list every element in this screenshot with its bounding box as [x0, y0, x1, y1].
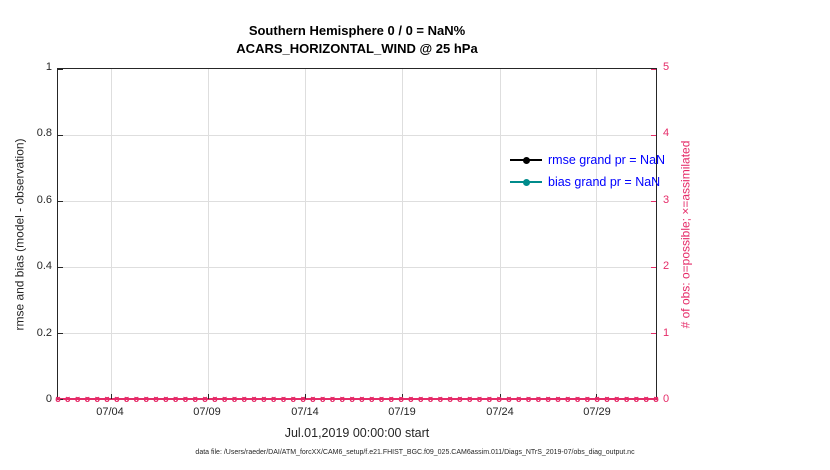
obs-count-baseline — [58, 398, 656, 400]
x-axis-tick-mark — [596, 394, 598, 399]
gridline-vertical — [499, 69, 501, 399]
x-tick-0709: 07/09 — [193, 406, 221, 418]
x-tick-0714: 07/14 — [291, 406, 319, 418]
right-tick-0: 0 — [663, 393, 670, 405]
legend: rmse grand pr = NaN bias grand pr = NaN — [510, 149, 665, 193]
left-axis-tick-mark — [58, 399, 63, 400]
left-axis-tick-mark — [58, 201, 63, 202]
right-axis-label: # of obs: o=possible; ×=assimilated — [678, 140, 693, 329]
left-axis-tick-mark — [58, 267, 63, 268]
x-tick-0704: 07/04 — [96, 406, 124, 418]
legend-label-rmse: rmse grand pr = NaN — [548, 153, 666, 167]
gridline-horizontal — [58, 201, 656, 202]
right-tick-2: 2 — [663, 260, 670, 272]
left-tick-0-6: 0.6 — [36, 194, 52, 206]
right-axis-tick-mark — [651, 333, 656, 334]
right-axis-tick-mark — [651, 135, 656, 136]
gridline-vertical — [305, 69, 307, 399]
left-tick-0-8: 0.8 — [36, 127, 52, 139]
left-tick-1: 1 — [45, 61, 52, 73]
left-tick-0: 0 — [45, 393, 52, 405]
rmse-line-marker-icon — [510, 155, 542, 165]
right-axis-tick-mark — [651, 69, 656, 70]
left-axis-tick-mark — [58, 135, 63, 136]
gridline-vertical — [401, 69, 403, 399]
data-file-caption: data file: /Users/raeder/DAI/ATM_forcXX/… — [195, 449, 635, 456]
x-tick-0724: 07/24 — [486, 406, 514, 418]
gridline-vertical — [207, 69, 209, 399]
legend-entry-rmse: rmse grand pr = NaN — [510, 149, 665, 171]
left-tick-0-2: 0.2 — [36, 327, 52, 339]
right-tick-4: 4 — [663, 127, 670, 139]
right-tick-1: 1 — [663, 327, 670, 339]
x-axis-tick-mark — [110, 394, 112, 399]
left-axis-label: rmse and bias (model - observation) — [12, 138, 27, 331]
right-axis-tick-mark — [651, 201, 656, 202]
gridline-horizontal — [58, 333, 656, 334]
right-tick-5: 5 — [663, 61, 670, 73]
chart-subtitle: ACARS_HORIZONTAL_WIND @ 25 hPa — [236, 41, 478, 56]
right-tick-3: 3 — [663, 194, 670, 206]
x-axis-label: Jul.01,2019 00:00:00 start — [284, 426, 430, 440]
chart-title-block: Southern Hemisphere 0 / 0 = NaN% ACARS_H… — [57, 22, 657, 58]
chart-title: Southern Hemisphere 0 / 0 = NaN% — [248, 23, 466, 38]
left-axis-tick-mark — [58, 333, 63, 334]
right-axis-tick-mark — [651, 399, 656, 400]
x-axis-tick-mark — [401, 394, 403, 399]
gridline-horizontal — [58, 135, 656, 136]
x-tick-0729: 07/29 — [583, 406, 611, 418]
x-axis-tick-mark — [207, 394, 209, 399]
gridline-vertical — [110, 69, 112, 399]
legend-label-bias: bias grand pr = NaN — [548, 175, 661, 189]
bias-line-marker-icon — [510, 177, 542, 187]
x-axis-tick-mark — [305, 394, 307, 399]
right-axis-tick-mark — [651, 267, 656, 268]
gridline-vertical — [596, 69, 598, 399]
x-axis-tick-mark — [499, 394, 501, 399]
legend-entry-bias: bias grand pr = NaN — [510, 171, 665, 193]
gridline-horizontal — [58, 267, 656, 268]
left-axis-tick-mark — [58, 69, 63, 70]
x-tick-0719: 07/19 — [388, 406, 416, 418]
plot-area: rmse grand pr = NaN bias grand pr = NaN … — [55, 68, 665, 404]
left-tick-0-4: 0.4 — [36, 260, 52, 272]
